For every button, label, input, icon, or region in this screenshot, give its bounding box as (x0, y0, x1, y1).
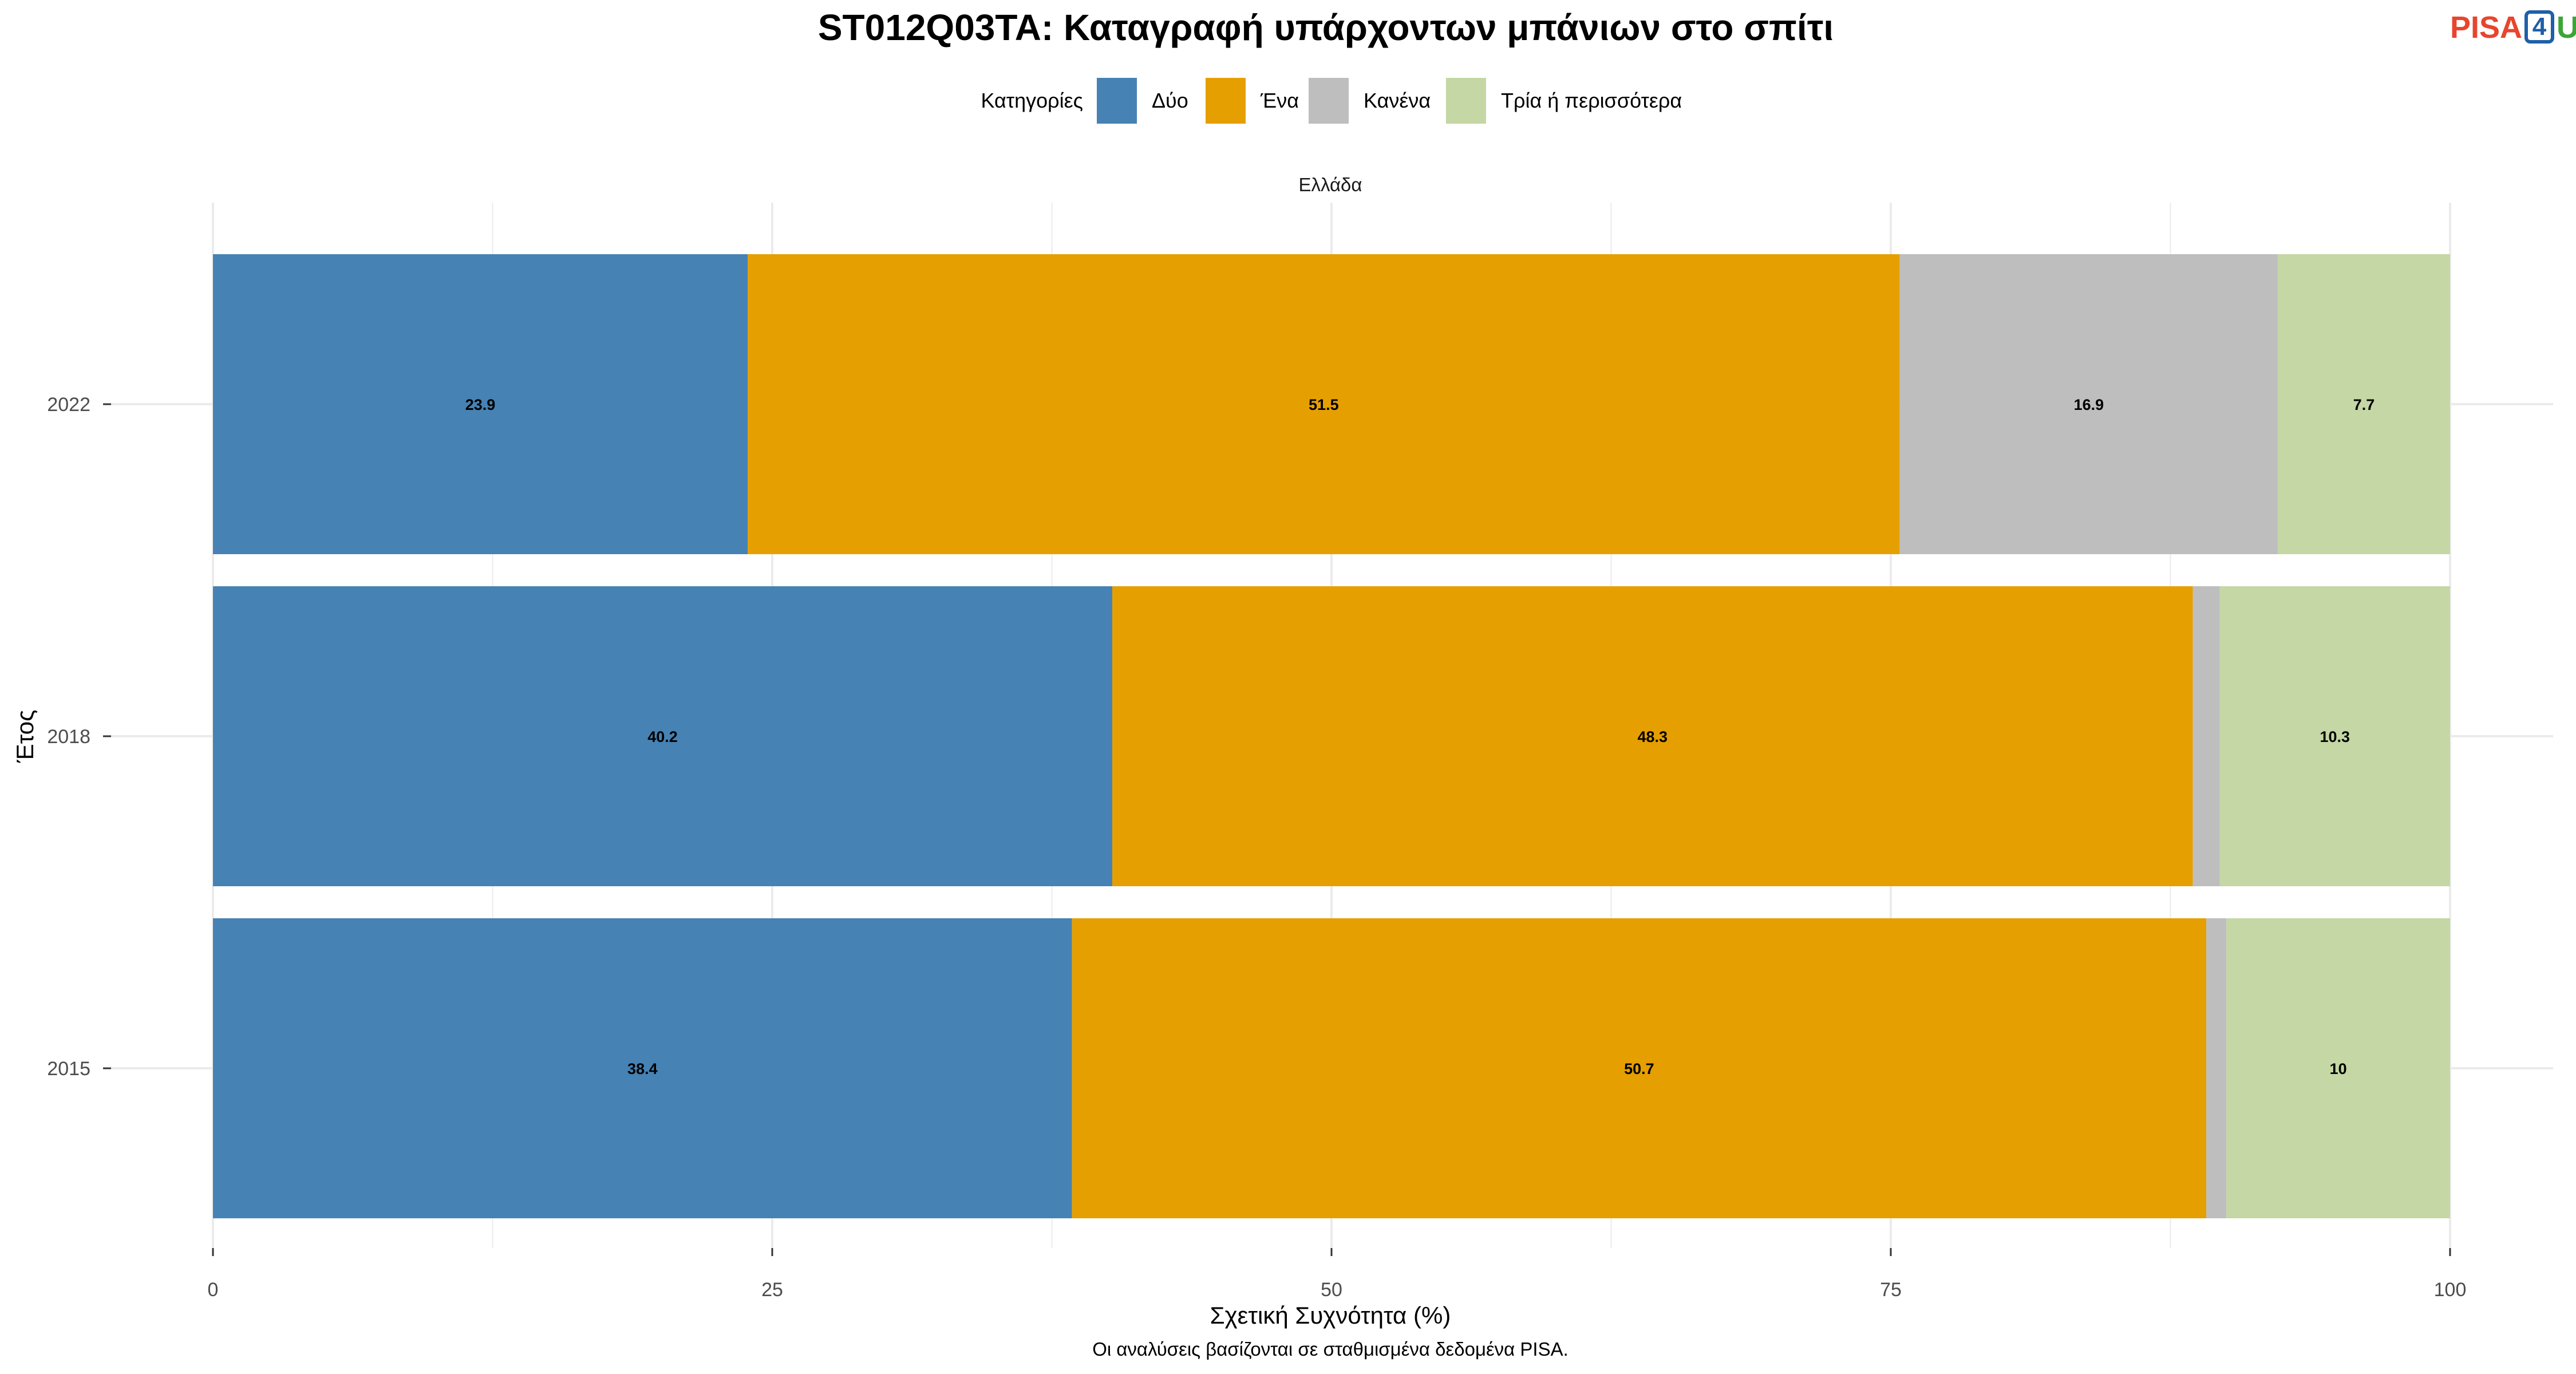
data-label: 48.3 (1638, 728, 1668, 745)
facet-label: Ελλάδα (1298, 174, 1362, 195)
legend-key (1206, 78, 1246, 124)
y-tick-label: 2018 (47, 726, 90, 748)
legend-label: Τρία ή περισσότερα (1501, 89, 1682, 112)
data-label: 50.7 (1624, 1060, 1654, 1077)
data-label: 10 (2330, 1060, 2347, 1077)
data-label: 51.5 (1309, 396, 1339, 413)
bar-segment (1899, 254, 2278, 554)
logo-text-four: 4 (2524, 10, 2555, 44)
y-axis-ticks: 2022 2018 2015 (47, 394, 111, 1080)
legend-title: Κατηγορίες (981, 89, 1083, 112)
legend-label: Κανένα (1364, 89, 1431, 112)
x-axis-label: Σχετική Συχνότητα (%) (1210, 1302, 1451, 1329)
data-label: 7.7 (2353, 396, 2375, 413)
data-label: 23.9 (465, 396, 496, 413)
bar-segment (2226, 918, 2450, 1218)
legend: Κατηγορίες Δύο Ένα Κανένα Τρία ή περισσότερα (981, 78, 1682, 124)
logo-text-pisa: PISA (2450, 10, 2523, 45)
legend-key (1097, 78, 1137, 124)
y-tick-label: 2022 (47, 394, 90, 416)
legend-label: Ένα (1260, 89, 1299, 112)
bar-segment (213, 254, 748, 554)
data-label: 40.2 (647, 728, 678, 745)
data-label: 16.9 (2074, 396, 2104, 413)
bar-segment (748, 254, 1900, 554)
bar-segment (1112, 586, 2193, 886)
x-tick-label: 100 (2434, 1279, 2467, 1301)
bar-segment (2192, 586, 2220, 886)
bar-segment (213, 586, 1113, 886)
bar-segment (2278, 254, 2450, 554)
bar-segment (2219, 586, 2450, 886)
x-tick-label: 75 (1880, 1279, 1902, 1301)
y-tick-label: 2015 (47, 1058, 90, 1080)
chart-caption: Οι αναλύσεις βασίζονται σε σταθμισμένα δ… (1092, 1339, 1568, 1360)
x-axis-ticks: 0 25 50 75 100 (208, 1248, 2467, 1301)
y-axis-label: Έτος (11, 710, 38, 764)
bars: 23.9 51.5 16.9 7.7 40.2 48.3 10.3 38.4 50.7 10 (213, 254, 2450, 1218)
bar-segment (213, 918, 1072, 1218)
chart-title: ST012Q03TA: Καταγραφή υπάρχοντων μπάνιων… (818, 7, 1834, 48)
bar-segment (1072, 918, 2207, 1218)
logo-text-u: U (2557, 10, 2576, 45)
data-label: 38.4 (627, 1060, 658, 1077)
legend-key (1446, 78, 1486, 124)
x-tick-label: 50 (1321, 1279, 1342, 1301)
bar-segment (2206, 918, 2227, 1218)
data-label: 10.3 (2320, 728, 2350, 745)
legend-key (1309, 78, 1349, 124)
x-tick-label: 0 (208, 1279, 219, 1301)
pisa4u-logo: PISA 4 U (2450, 10, 2576, 45)
legend-label: Δύο (1152, 89, 1188, 112)
x-tick-label: 25 (761, 1279, 783, 1301)
